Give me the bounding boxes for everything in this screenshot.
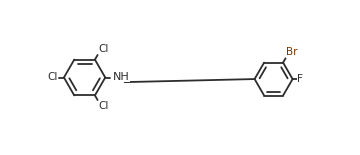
Text: NH: NH — [113, 72, 130, 82]
Text: Br: Br — [286, 47, 298, 57]
Text: Cl: Cl — [98, 44, 109, 54]
Text: Cl: Cl — [48, 73, 58, 82]
Text: Cl: Cl — [98, 101, 109, 111]
Text: F: F — [297, 74, 303, 84]
